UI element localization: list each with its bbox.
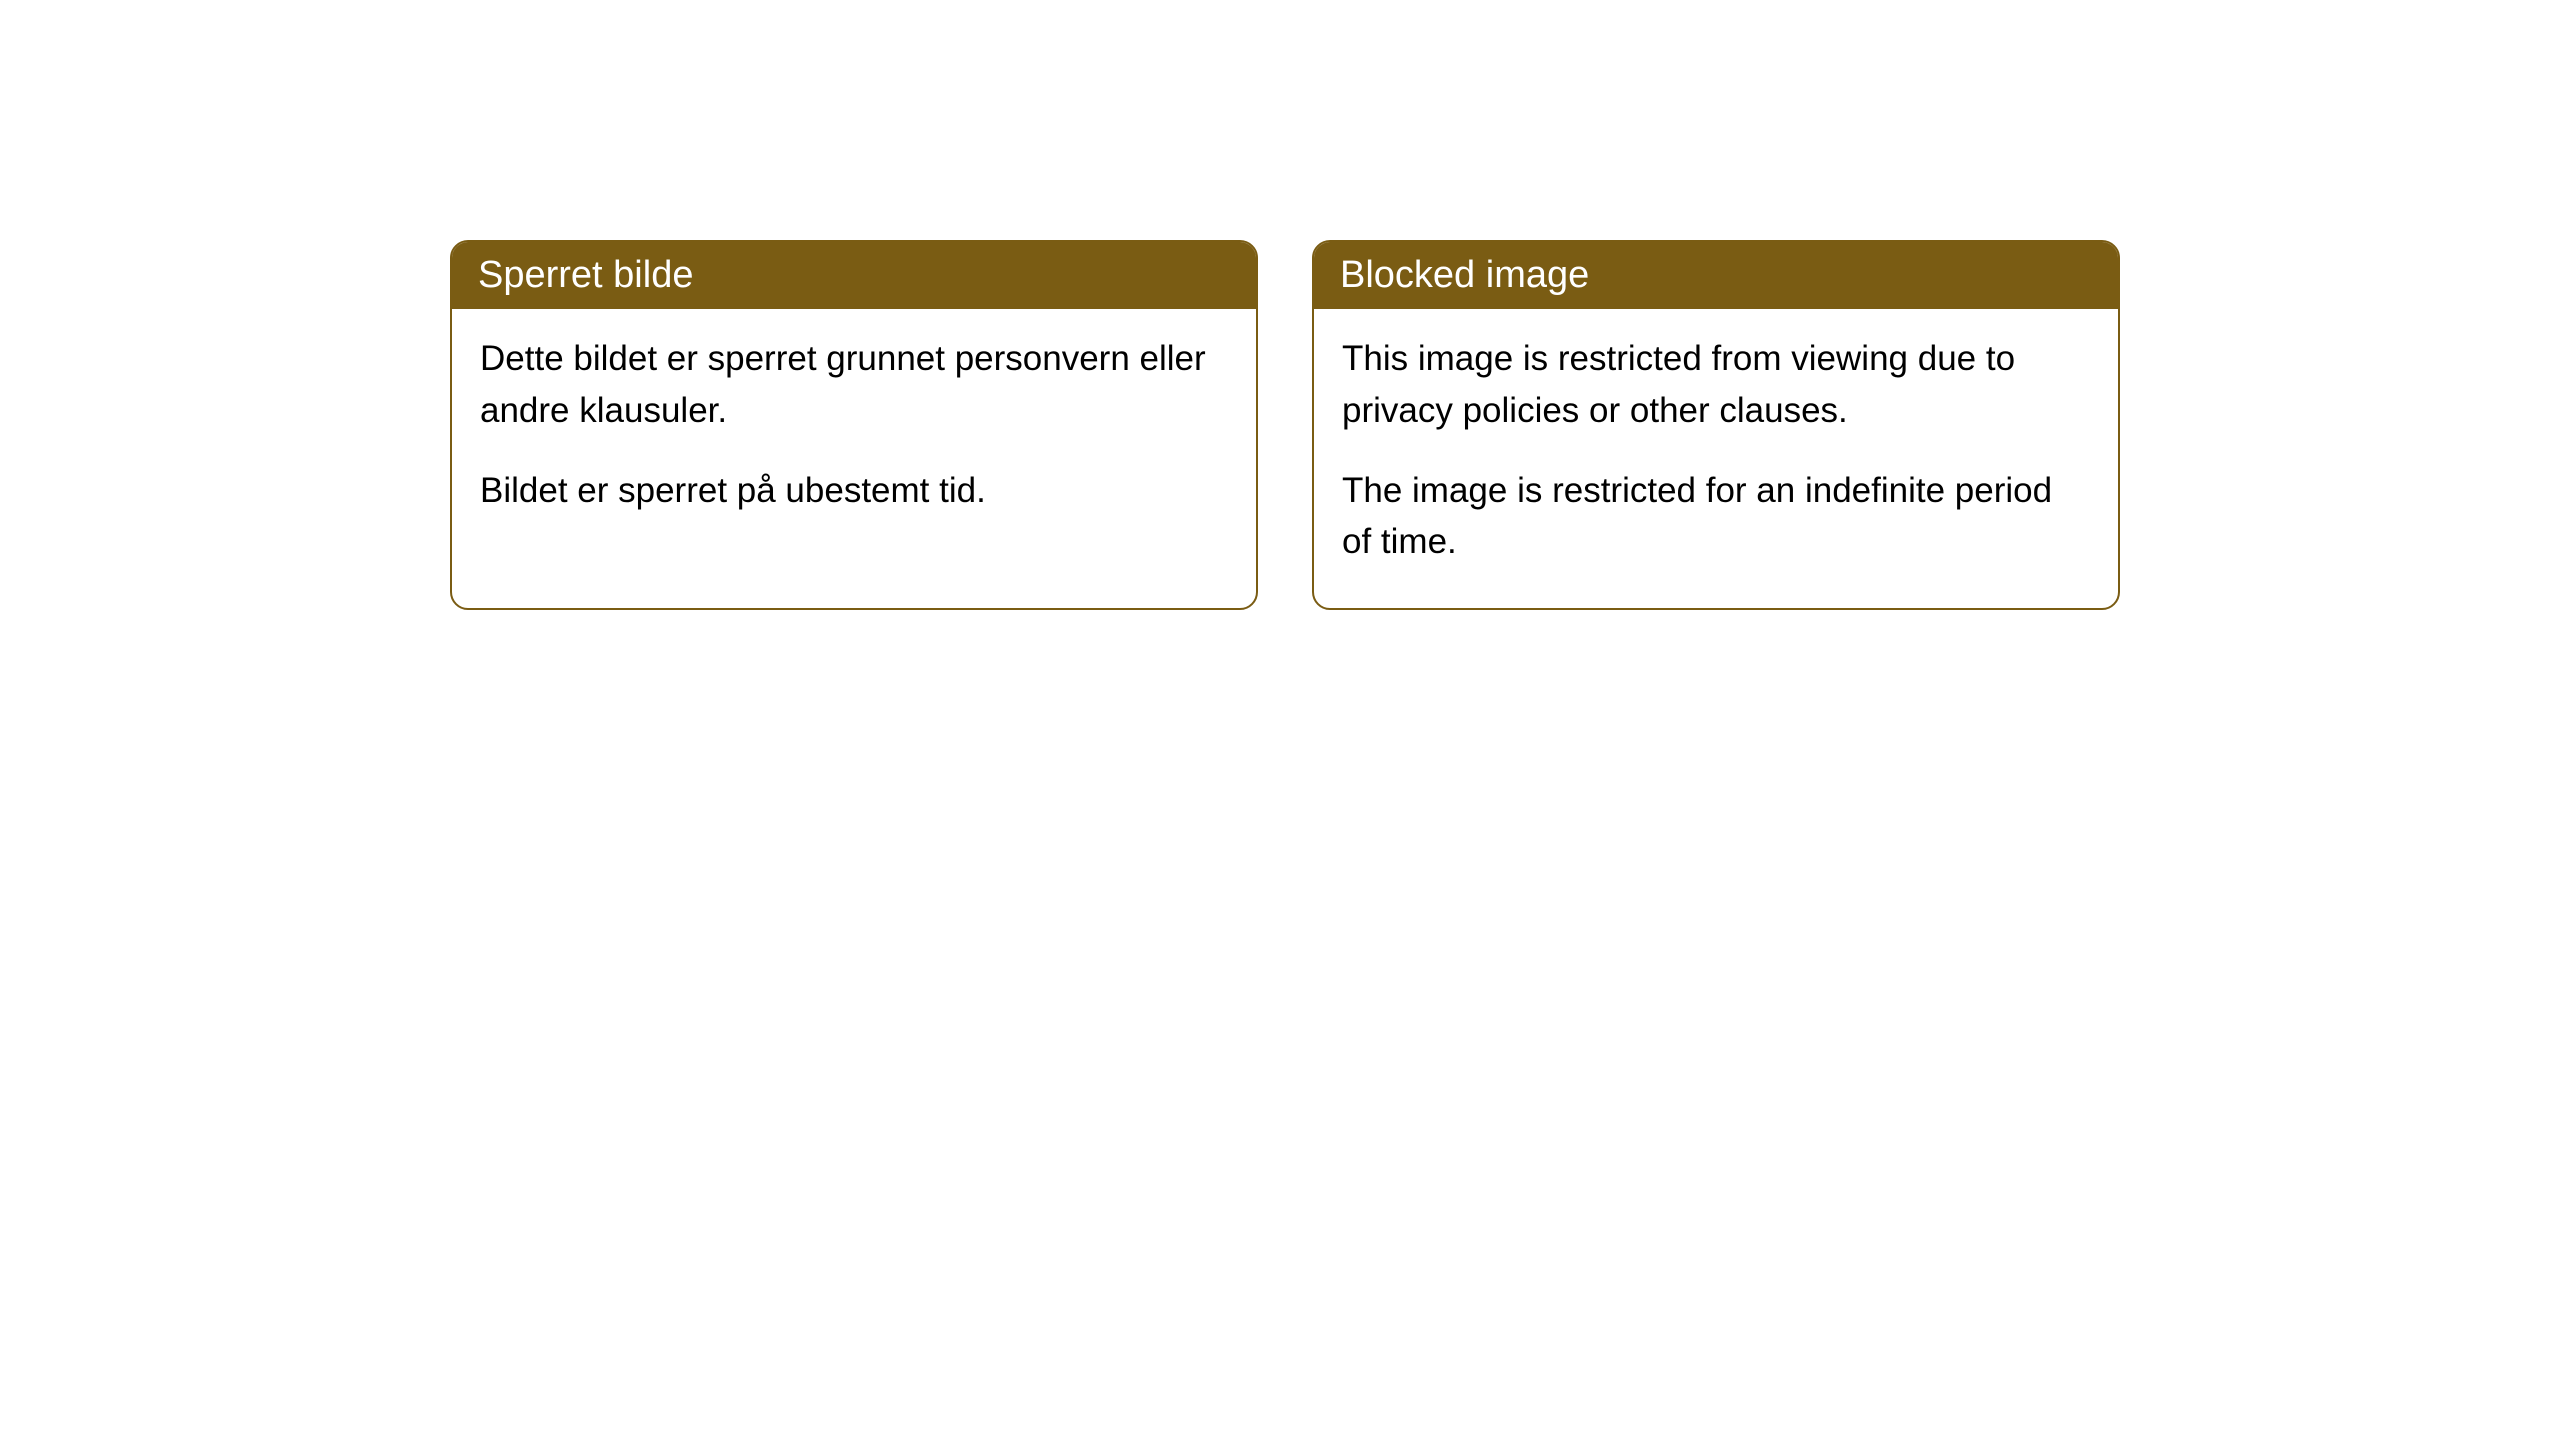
blocked-image-card-english: Blocked image This image is restricted f…: [1312, 240, 2120, 610]
card-body-norwegian: Dette bildet er sperret grunnet personve…: [452, 309, 1256, 556]
card-paragraph-1-norwegian: Dette bildet er sperret grunnet personve…: [480, 333, 1228, 437]
blocked-image-card-norwegian: Sperret bilde Dette bildet er sperret gr…: [450, 240, 1258, 610]
card-paragraph-2-english: The image is restricted for an indefinit…: [1342, 465, 2090, 569]
card-header-norwegian: Sperret bilde: [452, 242, 1256, 309]
card-paragraph-2-norwegian: Bildet er sperret på ubestemt tid.: [480, 465, 1228, 517]
card-header-english: Blocked image: [1314, 242, 2118, 309]
notice-cards-container: Sperret bilde Dette bildet er sperret gr…: [450, 240, 2120, 610]
card-title-norwegian: Sperret bilde: [478, 254, 693, 296]
card-body-english: This image is restricted from viewing du…: [1314, 309, 2118, 608]
card-title-english: Blocked image: [1340, 254, 1589, 296]
card-paragraph-1-english: This image is restricted from viewing du…: [1342, 333, 2090, 437]
